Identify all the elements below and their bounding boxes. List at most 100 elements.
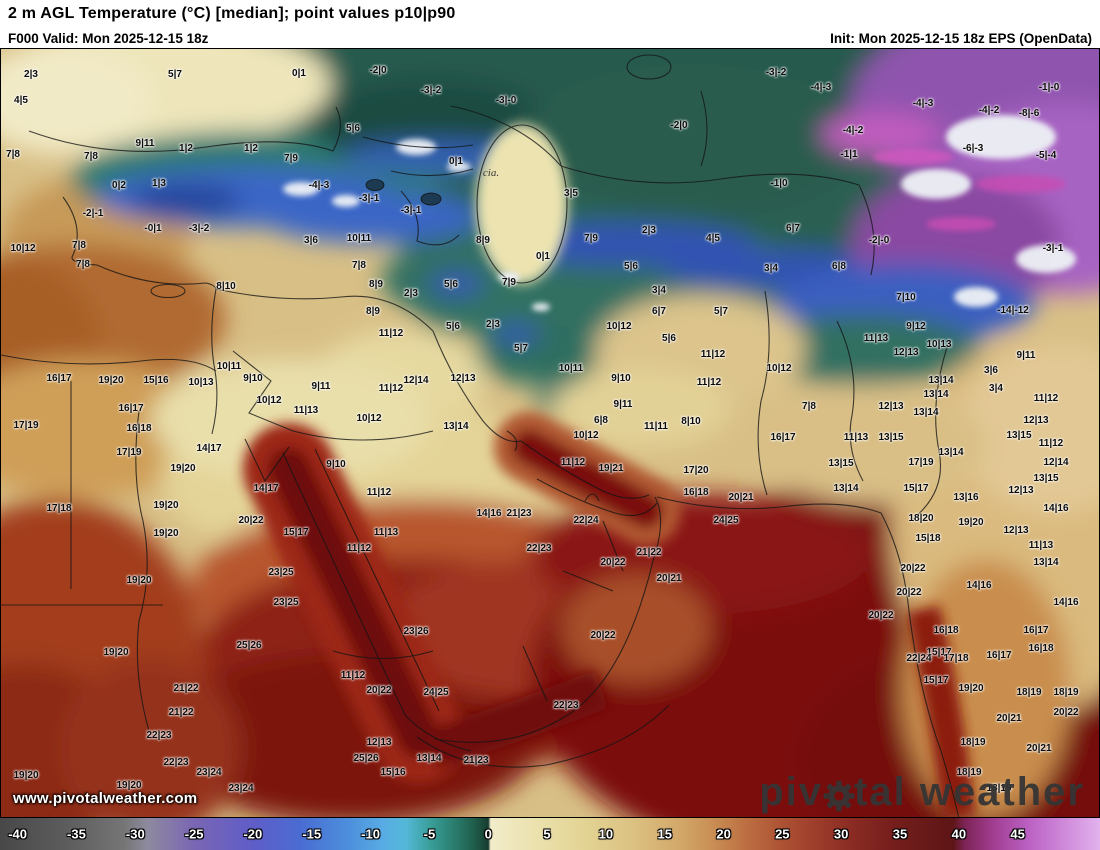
point-value: 14|16 [966, 580, 992, 591]
point-value: 3|4 [764, 263, 778, 274]
point-value: 10|11 [346, 233, 372, 244]
colorbar-tick: -5 [423, 826, 436, 842]
colorbar-tick: 0 [484, 826, 492, 842]
point-value: -0|1 [144, 223, 162, 234]
point-value: -14|-12 [997, 305, 1029, 316]
point-value: 10|12 [766, 363, 792, 374]
point-value: 12|13 [366, 737, 392, 748]
point-value: 13|15 [878, 432, 904, 443]
point-value: 13|15 [828, 458, 854, 469]
country-borders [1, 54, 960, 817]
point-value: -1|1 [840, 149, 858, 160]
point-value: 15|17 [903, 483, 929, 494]
point-value: 0|1 [449, 156, 463, 167]
point-value: 23|25 [273, 597, 299, 608]
point-value: 20|21 [728, 492, 754, 503]
point-value: 20|22 [900, 563, 926, 574]
point-values-layer: 2|3 5|7 0|1 -2|0 -3|-2 -3|-0 -3|-2 -4|-3 -1|-0 4|… [1, 49, 1099, 817]
point-value: 7|10 [896, 292, 916, 303]
point-value: 6|7 [786, 223, 800, 234]
point-value: 18|19 [956, 767, 982, 778]
point-value: -5|-4 [1035, 150, 1057, 161]
mountain-lakes [365, 179, 442, 206]
init-time-label: Init: Mon 2025-12-15 18z EPS (OpenData) [830, 30, 1092, 46]
point-value: 3|6 [304, 235, 318, 246]
india-west-coast-warm [906, 605, 976, 817]
logo-text-pre: piv [759, 770, 824, 814]
point-value: 13|14 [443, 421, 469, 432]
point-value: 15|17 [926, 647, 952, 658]
point-value: 22|24 [906, 653, 932, 664]
cold-mountain-spots [283, 115, 1076, 311]
point-value: 8|9 [476, 235, 490, 246]
point-value: -1|-0 [1038, 82, 1060, 93]
point-value: 2|3 [404, 288, 418, 299]
point-value: 12|14 [403, 375, 429, 386]
point-value: 11|13 [293, 405, 319, 416]
point-value: 10|12 [256, 395, 282, 406]
point-value: 13|14 [913, 407, 939, 418]
point-value: 19|21 [598, 463, 624, 474]
point-value: 16|18 [933, 625, 959, 636]
point-value: 22|23 [526, 543, 552, 554]
point-value: 21|23 [506, 508, 532, 519]
point-value: 9|11 [311, 381, 331, 392]
point-value: 20|22 [238, 515, 264, 526]
point-value: 22|23 [553, 700, 579, 711]
map-canvas: 2|3 5|7 0|1 -2|0 -3|-2 -3|-0 -3|-2 -4|-3 -1|-0 4|… [0, 48, 1100, 818]
point-value: 11|13 [843, 432, 869, 443]
point-value: 13|14 [938, 447, 964, 458]
point-value: 13|14 [928, 375, 954, 386]
point-value: 2|3 [24, 69, 38, 80]
point-value: 9|12 [906, 321, 926, 332]
point-value: 17|18 [943, 653, 969, 664]
point-value: 23|25 [268, 567, 294, 578]
point-value: 25|26 [236, 640, 262, 651]
point-value: -3|-0 [495, 95, 517, 106]
point-value: 19|20 [153, 528, 179, 539]
point-value: 17|19 [908, 457, 934, 468]
point-value: 15|18 [915, 533, 941, 544]
point-value: 5|6 [346, 123, 360, 134]
point-value: 16|18 [1028, 643, 1054, 654]
point-value: 8|10 [216, 281, 236, 292]
point-value: 17|18 [46, 503, 72, 514]
point-value: 15|16 [380, 767, 406, 778]
point-value: 5|6 [444, 279, 458, 290]
point-value: 19|20 [98, 375, 124, 386]
point-value: 12|13 [1008, 485, 1034, 496]
point-value: 23|26 [403, 626, 429, 637]
point-value: 17|20 [683, 465, 709, 476]
point-value: 19|20 [958, 683, 984, 694]
point-value: 10|12 [573, 430, 599, 441]
colorbar-tick: -35 [67, 826, 86, 842]
point-value: 15|17 [283, 527, 309, 538]
point-value: 5|6 [624, 261, 638, 272]
point-value: 18|19 [960, 737, 986, 748]
point-value: 23|24 [228, 783, 254, 794]
point-value: 13|14 [416, 753, 442, 764]
colorbar-tick: 10 [598, 826, 614, 842]
point-value: 12|14 [1043, 457, 1069, 468]
point-value: 8|9 [369, 279, 383, 290]
point-value: 11|12 [696, 377, 722, 388]
point-value: 19|20 [153, 500, 179, 511]
colorbar-tick: -10 [361, 826, 380, 842]
point-value: 4|5 [706, 233, 720, 244]
colorbar-tick: -30 [125, 826, 145, 842]
point-value: -3|-2 [765, 67, 787, 78]
point-value: 9|11 [1016, 350, 1036, 361]
point-value: 19|20 [103, 647, 129, 658]
point-value: 16|17 [770, 432, 796, 443]
caspian-sea [476, 124, 568, 284]
point-value: 20|21 [656, 573, 682, 584]
subtitle-bar: F000 Valid: Mon 2025-12-15 18z Init: Mon… [0, 28, 1100, 48]
point-value: 21|23 [463, 755, 489, 766]
point-value: 9|11 [135, 138, 155, 149]
point-value: 11|12 [700, 349, 726, 360]
point-value: 16|17 [118, 403, 144, 414]
point-value: 9|10 [611, 373, 631, 384]
point-value: -6|-3 [962, 143, 984, 154]
point-value: 14|16 [476, 508, 502, 519]
